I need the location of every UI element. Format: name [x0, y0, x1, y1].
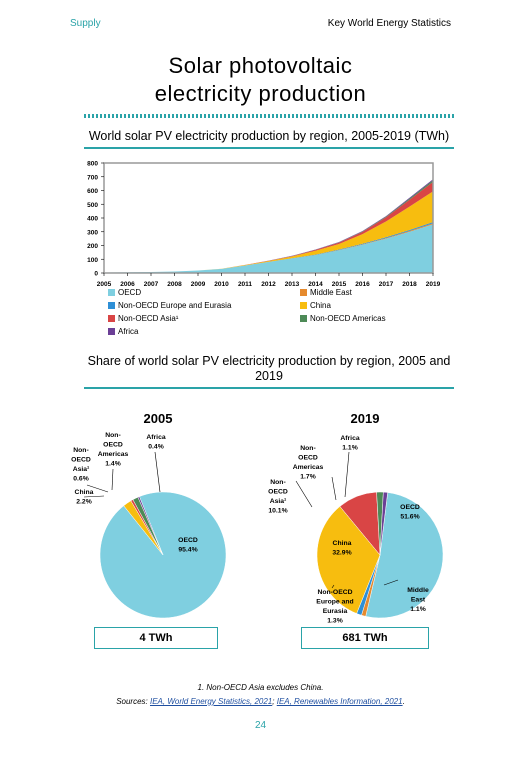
legend-swatch-oecd: [108, 289, 115, 296]
y-tick-label: 100: [87, 257, 98, 264]
legend-swatch-non-oecd-americas: [300, 315, 307, 322]
pie-charts: OECD 95.4%Africa 0.4%Non-OECD Americas 1.4%N…: [71, 432, 444, 625]
area-series-oecd: [104, 224, 433, 273]
y-tick-label: 500: [87, 202, 98, 209]
pie-2005-leader-china: [83, 495, 105, 498]
x-tick-label: 2017: [379, 281, 394, 288]
x-tick-label: 2009: [191, 281, 206, 288]
source-link-renewables-information[interactable]: IEA, Renewables Information, 2021: [276, 697, 403, 706]
x-tick-label: 2015: [332, 281, 347, 288]
pie-2019-label-china: China 32.9%: [332, 540, 351, 557]
footnote: 1. Non-OECD Asia excludes China.: [197, 683, 324, 692]
y-tick-label: 700: [87, 174, 98, 181]
pie-charts-title-rule: [84, 387, 454, 389]
legend-swatch-non-oecd-asia: [108, 315, 115, 322]
y-tick-label: 0: [94, 271, 98, 278]
page-title-line-2: electricity production: [154, 81, 367, 106]
x-axis-ticks: 2005 2006 2007 2008 2009 2010 2011 2012 2013 2014…: [97, 273, 441, 288]
legend-label-middle-east: Middle East: [310, 288, 353, 297]
legend-swatch-non-oecd-europe-and-eurasia: [108, 302, 115, 309]
y-tick-label: 600: [87, 188, 98, 195]
sources-prefix: Sources:: [116, 697, 150, 706]
legend-label-oecd: OECD: [118, 288, 141, 297]
y-axis-ticks: 0 100 200 300 400 500 600 700 800: [87, 161, 104, 278]
pie-2019-leader-africa: [344, 451, 350, 498]
x-tick-label: 2013: [285, 281, 300, 288]
pie-2005-slice-oecd: [99, 491, 227, 619]
pie-2019-leader-non-oecd-europe: [331, 584, 335, 589]
x-tick-label: 2005: [97, 281, 112, 288]
area-series-layers: [104, 179, 433, 273]
pie-2019-label-non-oecd-europe-and-eurasia: Non-OECD Europe and Eurasia 1.3%: [316, 589, 353, 625]
pie-2019-slice-africa: [379, 491, 388, 556]
y-tick-label: 300: [87, 229, 98, 236]
pie-2019-label-oecd: OECD 51.6%: [400, 504, 420, 521]
x-tick-label: 2016: [355, 281, 370, 288]
header-publication-title: Key World Energy Statistics: [327, 18, 451, 29]
pie-2005-label-non-oecd-asia: Non-OECD Asia¹ 0.6%: [71, 447, 91, 483]
legend-swatch-africa: [108, 328, 115, 335]
x-tick-label: 2019: [426, 281, 441, 288]
pie-2019-label-non-oecd-asia: Non-OECD Asia¹ 10.1%: [268, 479, 288, 515]
pie-slice-labels: OECD 95.4%Africa 0.4%Non-OECD Americas 1.4%N…: [71, 432, 429, 625]
pie-2005-label-oecd: OECD 95.4%: [178, 537, 198, 554]
page-title: Solar photovoltaic electricity productio…: [0, 52, 521, 108]
pie-2005-leader-non-oecd-asia: [86, 484, 109, 493]
x-tick-label: 2014: [308, 281, 323, 288]
pie-charts-title-line-2: 2019: [255, 369, 283, 383]
x-tick-label: 2008: [167, 281, 182, 288]
pie-2005-title: 2005: [143, 411, 173, 426]
x-tick-label: 2012: [261, 281, 276, 288]
sources-separator: ;: [272, 697, 277, 706]
legend-label-non-oecd-europe-and-eurasia: Non-OECD Europe and Eurasia: [118, 301, 232, 310]
legend-swatch-china: [300, 302, 307, 309]
legend-swatch-middle-east: [300, 289, 307, 296]
area-chart-legend: OECD Middle East Non-OECD Europe and Euras…: [108, 288, 386, 336]
pie-2005-label-china: China 2.2%: [75, 489, 94, 506]
legend-label-non-oecd-americas: Non-OECD Americas: [310, 314, 386, 323]
pie-2005-slice-africa: [137, 496, 164, 556]
pie-2019-title: 2019: [350, 411, 380, 426]
page-title-line-1: Solar photovoltaic: [168, 53, 353, 78]
area-chart-title: World solar PV electricity production by…: [88, 129, 450, 143]
pie-2019: [316, 491, 444, 619]
x-tick-label: 2010: [214, 281, 229, 288]
sources-suffix: .: [402, 697, 405, 706]
pie-2019-total: 681 TWh: [301, 627, 429, 649]
pie-2005: [99, 491, 227, 619]
legend-label-china: China: [310, 301, 331, 310]
area-series-china: [104, 191, 433, 273]
legend-label-africa: Africa: [118, 327, 139, 336]
pie-2019-leader-non-oecd-asia: [295, 480, 313, 508]
pie-2005-total: 4 TWh: [94, 627, 218, 649]
x-tick-label: 2011: [238, 281, 252, 288]
title-dotted-divider: [84, 114, 454, 118]
pie-charts-title: Share of world solar PV electricity prod…: [84, 354, 454, 384]
pie-2019-slice-oecd: [365, 492, 444, 619]
pie-charts-title-line-1: Share of world solar PV electricity prod…: [87, 354, 451, 368]
x-tick-label: 2007: [144, 281, 159, 288]
y-tick-label: 200: [87, 243, 98, 250]
area-chart-title-rule: [84, 147, 454, 149]
pie-2005-leader-africa: [154, 451, 161, 493]
pie-2019-leader-non-oecd-americas: [331, 476, 337, 501]
source-link-world-energy-statistics[interactable]: IEA, World Energy Statistics, 2021: [149, 697, 273, 706]
pie-2005-label-non-oecd-americas: Non-OECD Americas 1.4%: [98, 432, 129, 468]
pie-2005-leader-non-oecd-americas: [111, 468, 114, 491]
pie-2019-label-africa: Africa 1.1%: [340, 435, 359, 452]
pie-2019-label-middle-east: Middle East 1.1%: [407, 587, 429, 613]
page-number: 24: [254, 720, 267, 731]
header-section-label: Supply: [70, 18, 101, 29]
pie-2005-label-africa: Africa 0.4%: [146, 434, 165, 451]
pie-2019-label-non-oecd-americas: Non-OECD Americas 1.7%: [293, 445, 324, 481]
sources-line: Sources: IEA, World Energy Statistics, 2…: [0, 697, 521, 706]
y-tick-label: 800: [87, 161, 98, 168]
pie-2019-leader-middle-east: [383, 579, 399, 586]
x-tick-label: 2018: [402, 281, 417, 288]
y-tick-label: 400: [87, 216, 98, 223]
x-tick-label: 2006: [120, 281, 135, 288]
legend-label-non-oecd-asia: Non-OECD Asia¹: [118, 314, 179, 323]
